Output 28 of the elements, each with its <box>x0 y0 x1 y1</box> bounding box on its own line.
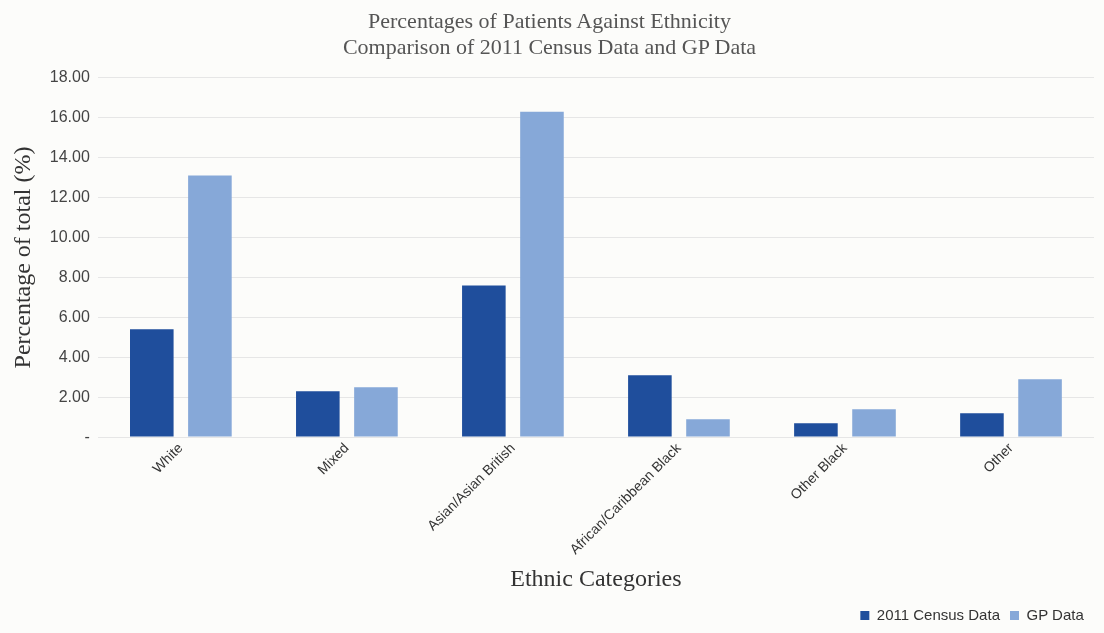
y-tick-label: 16.00 <box>49 108 90 126</box>
y-tick-label: 8.00 <box>58 267 90 285</box>
bar <box>794 423 838 437</box>
bar <box>462 285 506 437</box>
bar <box>354 387 398 437</box>
bar <box>188 175 232 437</box>
x-axis-title: Ethnic Categories <box>510 564 682 591</box>
y-tick-label: 2.00 <box>58 387 90 405</box>
bar <box>520 111 564 437</box>
bar <box>130 329 174 437</box>
y-tick-label: 6.00 <box>58 307 90 325</box>
y-tick-label: 14.00 <box>49 148 90 166</box>
chart-subtitle: Comparison of 2011 Census Data and GP Data <box>342 34 757 60</box>
bar <box>960 413 1004 437</box>
legend-label: 2011 Census Data <box>876 605 1001 623</box>
bar <box>1018 379 1062 437</box>
legend-label: GP Data <box>1026 605 1085 623</box>
y-tick-label: 10.00 <box>49 227 90 245</box>
bar <box>852 409 896 437</box>
bar <box>686 419 730 437</box>
y-tick-label: 12.00 <box>49 187 90 205</box>
chart-title: Percentages of Patients Against Ethnicity <box>368 7 731 33</box>
y-tick-label: 4.00 <box>58 347 90 365</box>
y-axis-title: Percentage of total (%) <box>8 146 35 369</box>
y-tick-label: - <box>84 427 90 445</box>
bar <box>296 391 340 437</box>
bar <box>628 375 672 437</box>
y-tick-label: 18.00 <box>49 68 90 86</box>
